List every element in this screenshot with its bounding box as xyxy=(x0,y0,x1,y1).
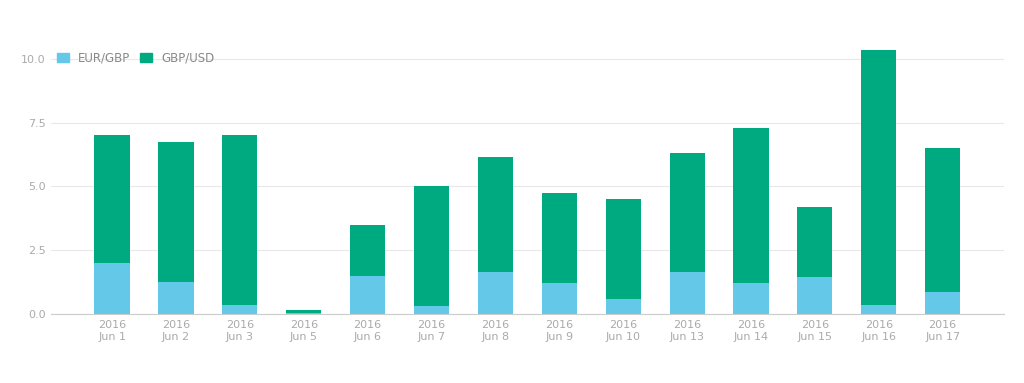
Bar xyxy=(605,299,641,314)
Bar xyxy=(350,225,385,276)
Legend: EUR/GBP, GBP/USD: EUR/GBP, GBP/USD xyxy=(57,52,215,65)
Bar xyxy=(670,153,705,272)
Bar xyxy=(798,207,833,277)
Bar xyxy=(94,263,130,314)
Bar xyxy=(670,272,705,314)
Bar xyxy=(861,305,896,314)
Bar xyxy=(222,305,257,314)
Bar xyxy=(733,128,769,283)
Bar xyxy=(159,142,194,282)
Bar xyxy=(605,199,641,299)
Bar xyxy=(414,187,450,306)
Bar xyxy=(286,310,322,313)
Bar xyxy=(861,50,896,305)
Bar xyxy=(350,276,385,314)
Bar xyxy=(925,292,961,314)
Bar xyxy=(733,283,769,314)
Bar xyxy=(478,157,513,272)
Bar xyxy=(478,272,513,314)
Bar xyxy=(94,135,130,263)
Bar xyxy=(798,277,833,314)
Bar xyxy=(222,135,257,305)
Bar xyxy=(925,148,961,292)
Bar xyxy=(542,283,577,314)
Bar xyxy=(414,306,450,314)
Bar xyxy=(286,313,322,314)
Bar xyxy=(542,193,577,283)
Bar xyxy=(159,282,194,314)
